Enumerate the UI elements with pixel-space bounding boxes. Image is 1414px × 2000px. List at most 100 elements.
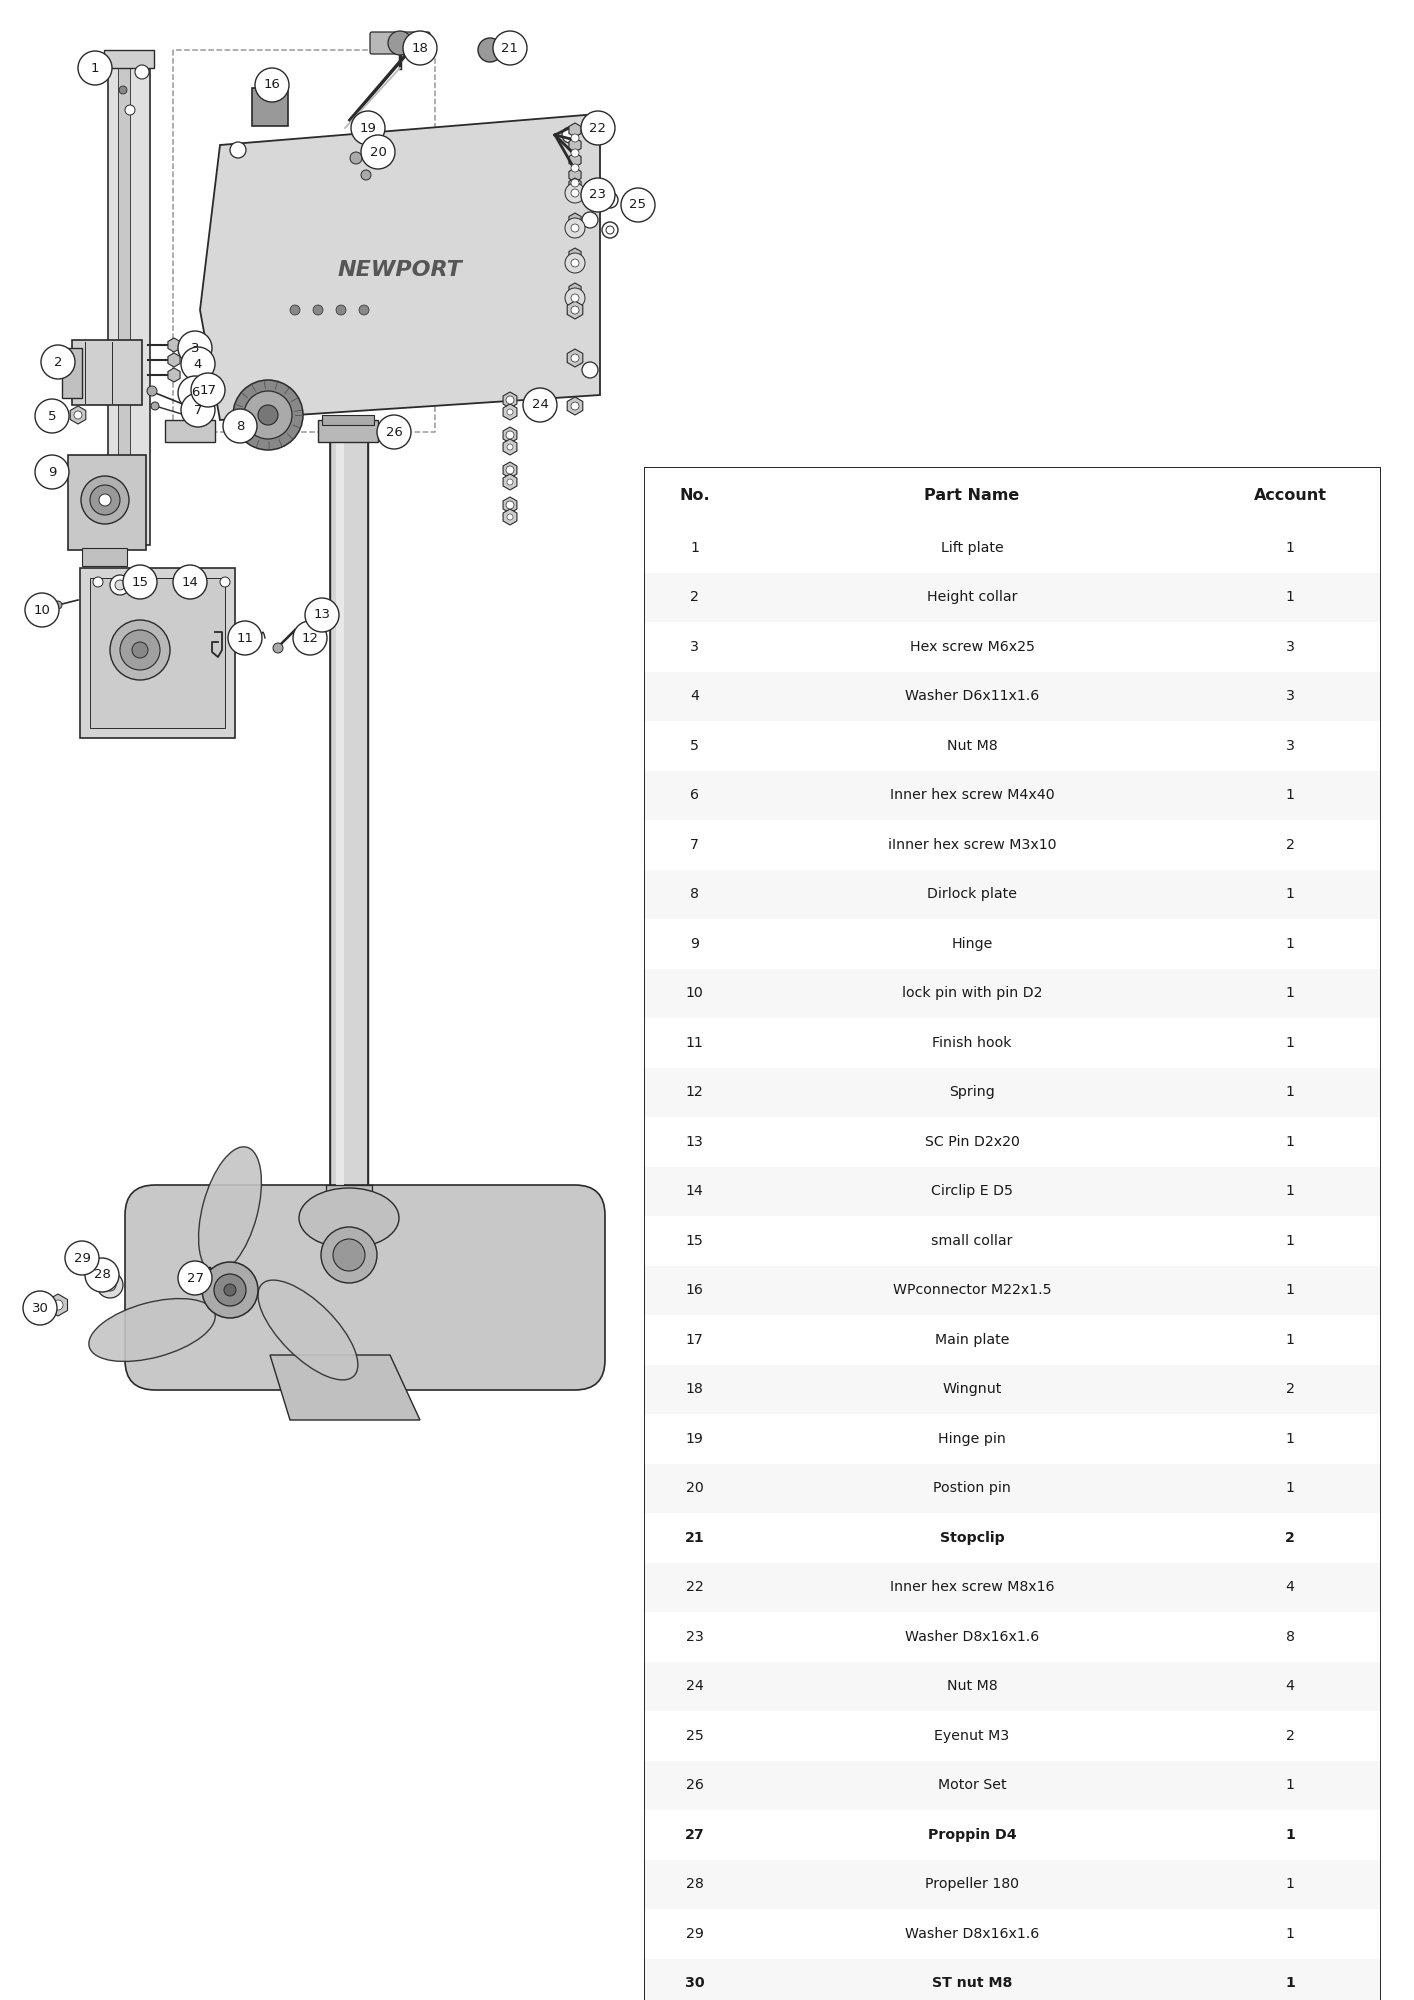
Text: 6: 6: [690, 788, 699, 802]
Text: 13: 13: [314, 608, 331, 622]
Circle shape: [74, 412, 82, 420]
Circle shape: [506, 432, 515, 440]
Text: 16: 16: [263, 78, 280, 92]
Bar: [117, 64, 130, 534]
Circle shape: [151, 402, 158, 410]
Circle shape: [147, 386, 157, 396]
Bar: [645, 1810, 1380, 1860]
Text: Spring: Spring: [949, 1086, 995, 1100]
Text: 25: 25: [629, 198, 646, 212]
Bar: [645, 1116, 1380, 1166]
Text: 3: 3: [690, 640, 699, 654]
Circle shape: [571, 402, 578, 410]
Text: 21: 21: [684, 1530, 704, 1544]
Bar: [72, 340, 141, 404]
Circle shape: [337, 304, 346, 314]
Text: Main plate: Main plate: [935, 1332, 1010, 1346]
Text: Part Name: Part Name: [925, 488, 1019, 502]
Text: 10: 10: [686, 986, 704, 1000]
Circle shape: [566, 252, 585, 272]
Circle shape: [571, 306, 578, 314]
Text: iInner hex screw M3x10: iInner hex screw M3x10: [888, 838, 1056, 852]
Text: 1: 1: [1285, 1976, 1295, 1990]
Circle shape: [361, 136, 395, 170]
Text: Account: Account: [1253, 488, 1326, 502]
Bar: [329, 430, 368, 1210]
Bar: [82, 548, 127, 566]
Bar: [318, 420, 378, 442]
Circle shape: [571, 294, 578, 302]
Circle shape: [123, 564, 157, 600]
Ellipse shape: [257, 1280, 358, 1380]
Polygon shape: [168, 338, 180, 352]
Text: 8: 8: [690, 888, 699, 902]
Circle shape: [228, 620, 262, 656]
Text: 28: 28: [686, 1878, 704, 1892]
Circle shape: [566, 218, 585, 238]
Circle shape: [110, 620, 170, 680]
Text: lock pin with pin D2: lock pin with pin D2: [902, 986, 1042, 1000]
Text: 4: 4: [1285, 1580, 1294, 1594]
Polygon shape: [503, 508, 518, 524]
Bar: [645, 1512, 1380, 1562]
Circle shape: [54, 600, 62, 608]
Bar: [645, 1662, 1380, 1712]
Circle shape: [85, 1258, 119, 1292]
Polygon shape: [568, 212, 581, 226]
Bar: [645, 1612, 1380, 1662]
Bar: [645, 968, 1380, 1018]
Circle shape: [81, 476, 129, 524]
Bar: [645, 1464, 1380, 1512]
Polygon shape: [568, 282, 581, 296]
Text: 7: 7: [194, 404, 202, 416]
Bar: [645, 1364, 1380, 1414]
Circle shape: [25, 592, 59, 628]
Text: 24: 24: [532, 398, 549, 412]
Circle shape: [312, 304, 322, 314]
Ellipse shape: [198, 1146, 262, 1274]
Polygon shape: [503, 404, 518, 420]
Circle shape: [621, 188, 655, 222]
Circle shape: [119, 86, 127, 94]
Text: Wingnut: Wingnut: [942, 1382, 1001, 1396]
Circle shape: [566, 184, 585, 204]
Bar: [645, 1166, 1380, 1216]
Circle shape: [120, 630, 160, 670]
Circle shape: [334, 1238, 365, 1272]
Circle shape: [607, 196, 614, 204]
Circle shape: [571, 134, 578, 142]
Text: 24: 24: [686, 1680, 704, 1694]
Circle shape: [571, 354, 578, 362]
Polygon shape: [567, 348, 583, 368]
Circle shape: [115, 580, 124, 590]
Polygon shape: [568, 248, 581, 262]
Circle shape: [140, 576, 156, 592]
Text: 20: 20: [369, 146, 386, 158]
Text: 1: 1: [1285, 1828, 1295, 1842]
Text: 30: 30: [684, 1976, 704, 1990]
Circle shape: [124, 104, 134, 114]
Text: Hex screw M6x25: Hex screw M6x25: [909, 640, 1035, 654]
Bar: [337, 440, 344, 1200]
Text: 23: 23: [590, 188, 607, 202]
Text: 2: 2: [54, 356, 62, 368]
Text: 6: 6: [191, 386, 199, 400]
Text: 8: 8: [236, 420, 245, 432]
Text: 3: 3: [1285, 640, 1294, 654]
Text: 2: 2: [1285, 1728, 1294, 1742]
Circle shape: [571, 180, 578, 188]
Circle shape: [23, 1292, 57, 1324]
Text: 16: 16: [686, 1284, 704, 1298]
Polygon shape: [503, 496, 518, 512]
Text: 25: 25: [686, 1728, 704, 1742]
Text: 28: 28: [93, 1268, 110, 1282]
Bar: [90, 578, 225, 728]
Text: 2: 2: [1285, 838, 1294, 852]
Bar: [645, 1414, 1380, 1464]
Text: Hinge: Hinge: [952, 936, 993, 950]
Polygon shape: [503, 474, 518, 490]
Text: 1: 1: [1285, 1284, 1294, 1298]
Text: 4: 4: [1285, 1680, 1294, 1694]
Polygon shape: [568, 178, 581, 192]
Circle shape: [293, 620, 327, 656]
